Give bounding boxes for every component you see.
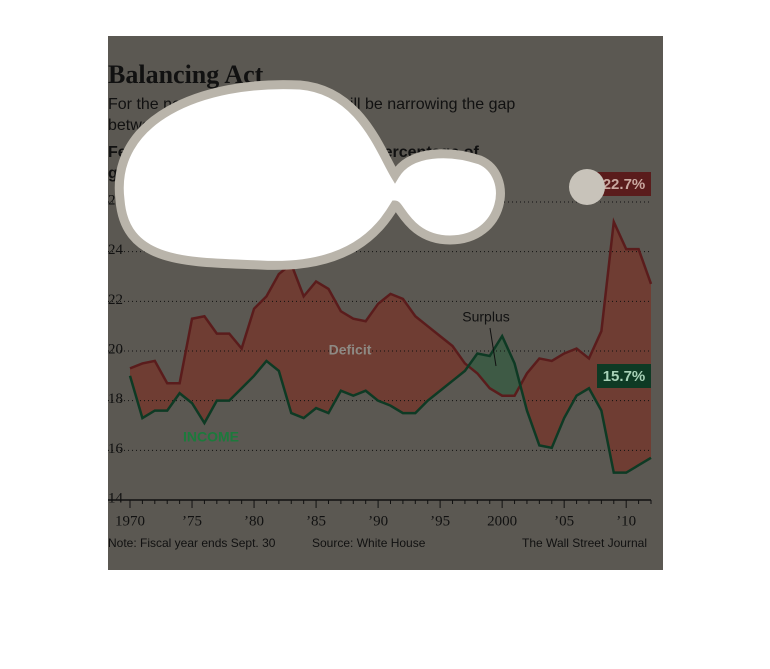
x-tick-label: 1970 (115, 513, 145, 529)
y-tick-label: 16 (108, 441, 124, 457)
x-tick-label: ’05 (554, 513, 574, 529)
y-tick-label: 14 (108, 490, 124, 506)
y-tick-label: 24 (108, 242, 124, 258)
x-tick-label: ’10 (616, 513, 636, 529)
y-tick-label: 22 (108, 292, 123, 308)
surplus-pointer (489, 327, 497, 367)
redaction-blob (114, 80, 505, 270)
end-label: 15.7% (603, 368, 646, 385)
x-tick-label: ’75 (182, 513, 202, 529)
note: Note: Fiscal year ends Sept. 30 (108, 536, 276, 550)
series-line (128, 333, 652, 474)
x-tick-label: 2000 (487, 513, 517, 529)
plot: 14161820222426%1970’75’80’85’90’952000’0… (108, 172, 653, 529)
x-tick-label: ’90 (368, 513, 388, 529)
series-line (129, 217, 653, 397)
end-label: 22.7% (603, 176, 646, 193)
credit: The Wall Street Journal (522, 536, 647, 550)
redaction-dot (569, 169, 605, 205)
end-label-box (597, 364, 651, 388)
deficit-area (130, 221, 651, 473)
end-label-box (597, 172, 651, 196)
series-label: INCOME (183, 429, 239, 445)
y-tick-label: 18 (108, 391, 123, 407)
source: Source: White House (312, 536, 426, 550)
x-tick-label: ’80 (244, 513, 264, 529)
deficit-label: Deficit (329, 342, 372, 358)
x-tick-label: ’85 (306, 513, 326, 529)
y-tick-label: 20 (108, 341, 123, 357)
x-tick-label: ’95 (430, 513, 450, 529)
surplus-label: Surplus (462, 309, 509, 325)
